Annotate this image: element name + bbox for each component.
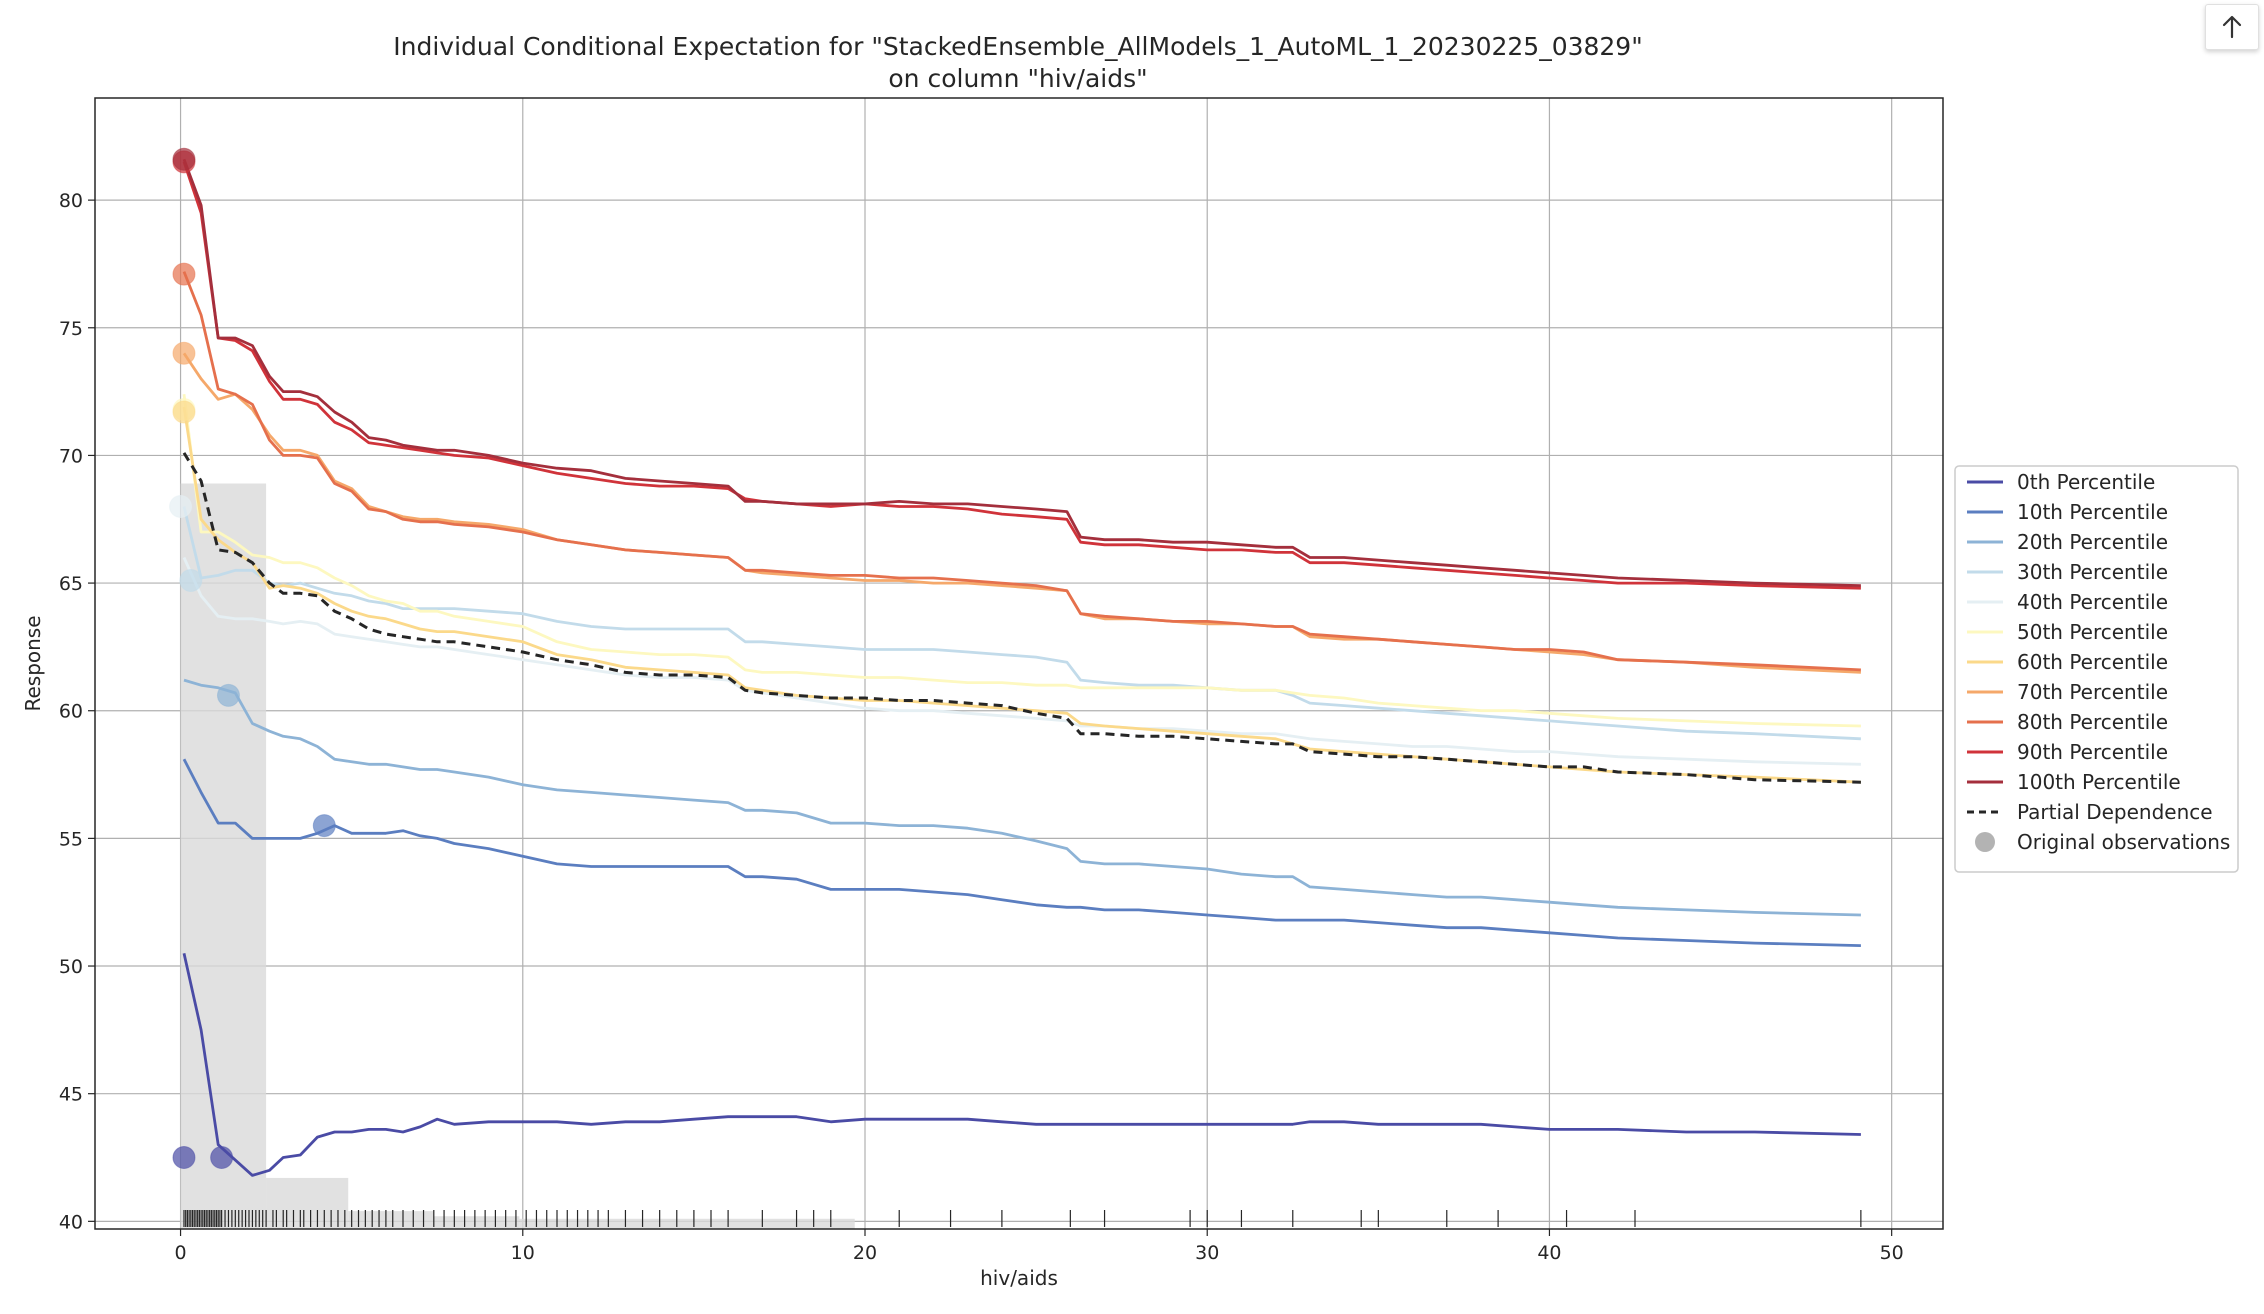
histogram-bar [348, 1211, 434, 1229]
histogram-bar [266, 1177, 349, 1229]
x-tick-label: 0 [175, 1242, 187, 1264]
x-tick-label: 10 [511, 1242, 535, 1264]
series-line-partial-dependence [182, 452, 1861, 784]
rug-plot [183, 1210, 1862, 1227]
observation-point [172, 341, 196, 365]
series-line-0th-percentile [182, 952, 1861, 1177]
y-axis-label: Response [21, 615, 45, 711]
observation-point [172, 147, 196, 171]
legend-label: 80th Percentile [2017, 710, 2168, 734]
legend-label: Partial Dependence [2017, 800, 2213, 824]
histogram-bar [180, 483, 267, 1230]
observation-point [179, 569, 203, 593]
scroll-to-top-button[interactable] [2205, 4, 2259, 50]
y-tick-label: 80 [59, 190, 83, 212]
series-line-100th-percentile [182, 158, 1861, 587]
x-tick-label: 30 [1195, 1242, 1219, 1264]
axis-ticks: 0 10 20 30 40 50 40 45 50 55 60 65 70 75 80 [59, 190, 1904, 1264]
y-tick-label: 75 [59, 318, 83, 340]
legend-label: 10th Percentile [2017, 500, 2168, 524]
chart-title: Individual Conditional Expectation for "… [393, 32, 1642, 61]
y-tick-label: 55 [59, 828, 83, 850]
legend-label: 70th Percentile [2017, 680, 2168, 704]
plot-frame [94, 97, 1944, 1230]
series-line-10th-percentile [182, 758, 1861, 947]
y-tick-label: 45 [59, 1084, 83, 1106]
series-line-40th-percentile [182, 556, 1861, 766]
legend-box [1954, 465, 2239, 873]
histogram [180, 483, 855, 1230]
legend-label: 50th Percentile [2017, 620, 2168, 644]
x-tick-label: 40 [1537, 1242, 1561, 1264]
observation-point [172, 400, 196, 424]
legend-label: Original observations [2017, 830, 2230, 854]
observation-point [169, 494, 193, 518]
series-lines [182, 158, 1861, 1177]
arrow-up-icon [2222, 15, 2242, 39]
observation-point [172, 1146, 196, 1170]
legend: 0th Percentile 10th Percentile 20th Percen… [1954, 465, 2239, 873]
legend-label: 100th Percentile [2017, 770, 2181, 794]
series-line-80th-percentile [182, 271, 1861, 672]
observation-point [312, 814, 336, 838]
chart-subtitle: on column "hiv/aids" [888, 64, 1147, 93]
legend-label: 0th Percentile [2017, 470, 2155, 494]
y-tick-label: 50 [59, 956, 83, 978]
x-tick-label: 20 [853, 1242, 877, 1264]
legend-label: 60th Percentile [2017, 650, 2168, 674]
observation-point [172, 262, 196, 286]
observation-point [210, 1146, 234, 1170]
legend-label: 90th Percentile [2017, 740, 2168, 764]
x-tick-label: 50 [1880, 1242, 1904, 1264]
series-line-90th-percentile [182, 161, 1861, 590]
grid-lines [95, 98, 1943, 1229]
histogram-bar [433, 1216, 520, 1229]
x-axis-label: hiv/aids [980, 1266, 1058, 1290]
y-tick-label: 60 [59, 701, 83, 723]
series-line-30th-percentile [182, 506, 1861, 741]
legend-label: 40th Percentile [2017, 590, 2168, 614]
legend-swatch [1975, 832, 1995, 852]
legend-label: 20th Percentile [2017, 530, 2168, 554]
series-line-20th-percentile [183, 678, 1861, 917]
observation-point [216, 683, 240, 707]
series-line-70th-percentile [182, 352, 1861, 674]
y-tick-label: 65 [59, 573, 83, 595]
original-observations [169, 147, 336, 1170]
histogram-bar [519, 1218, 855, 1229]
y-tick-label: 40 [59, 1211, 83, 1233]
y-tick-label: 70 [59, 445, 83, 467]
series-line-50th-percentile [182, 394, 1861, 728]
legend-label: 30th Percentile [2017, 560, 2168, 584]
